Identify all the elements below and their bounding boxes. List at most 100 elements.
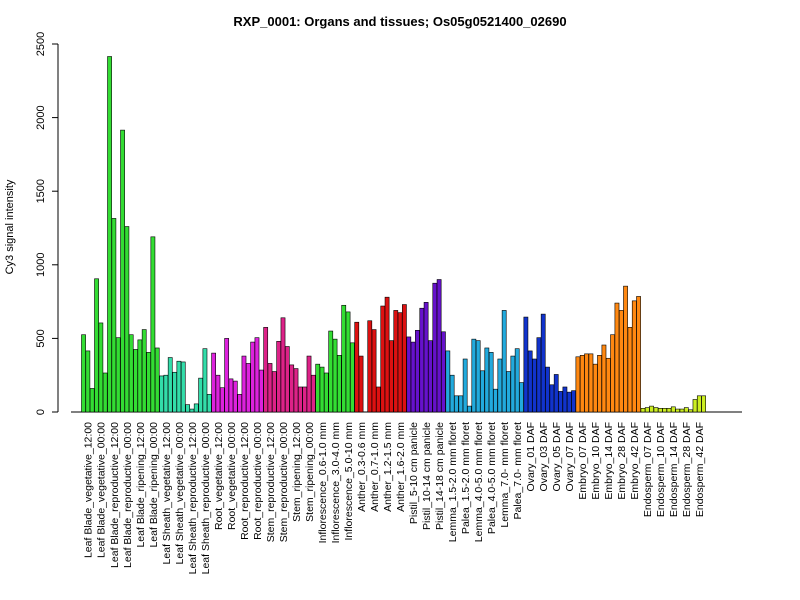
bar [406, 336, 412, 413]
bar [81, 334, 86, 413]
category-label: Stem_ripening_12:00 [291, 422, 303, 522]
bar [458, 395, 464, 413]
bar [267, 363, 273, 413]
bar [389, 340, 394, 413]
bar [675, 408, 680, 413]
bar [410, 341, 416, 413]
category-label: Stem_reproductive_12:00 [265, 422, 277, 542]
bar [449, 374, 455, 413]
bar [488, 352, 494, 413]
bar [323, 372, 329, 413]
bar [480, 370, 485, 413]
chart-title: RXP_0001: Organs and tissues; Os05g05214… [233, 14, 566, 29]
category-label: Pistil_14-18 cm panicle [434, 422, 446, 530]
bar [666, 408, 672, 413]
bar [402, 304, 407, 413]
y-tick-label: 0 [35, 409, 47, 415]
bar [467, 405, 472, 413]
bar [367, 320, 373, 413]
bar [527, 350, 533, 413]
bar [376, 386, 381, 413]
category-label: Anther_1.6-2.0 mm [395, 422, 407, 512]
bar [345, 311, 351, 413]
bar [315, 363, 321, 413]
bar [120, 129, 125, 413]
bar [189, 408, 195, 413]
bar [354, 321, 360, 413]
bar [180, 361, 186, 413]
bar [532, 358, 537, 413]
bar [540, 313, 546, 413]
bar [441, 331, 446, 413]
category-label: Endosperm_07 DAF [642, 422, 654, 517]
bar [202, 348, 208, 413]
y-axis: 0 500 1000 1500 2000 2500 [35, 32, 59, 415]
category-label: Leaf Sheath_vegetative_12:00 [161, 422, 173, 565]
category-label: Embryo_07 DAF [577, 422, 589, 500]
bar [549, 384, 555, 413]
bar [384, 296, 390, 413]
bar [610, 334, 615, 413]
bar [536, 337, 542, 413]
category-label: Ovary_01 DAF [525, 422, 537, 491]
bar [397, 312, 403, 413]
bar [250, 341, 256, 413]
bar [592, 363, 598, 413]
bar [471, 338, 477, 413]
bar [133, 349, 138, 413]
category-label: Palea_1.5-2.0 mm floret [460, 422, 472, 534]
bar [271, 371, 277, 413]
bar [636, 296, 641, 413]
category-label: Anther_0.3-0.6 mm [356, 422, 368, 512]
bar [497, 358, 503, 413]
bar [696, 395, 702, 413]
category-label: Endosperm_28 DAF [681, 422, 693, 517]
bar [601, 344, 607, 413]
category-label: Pistil_10-14 cm panicle [421, 422, 433, 530]
bar [688, 409, 693, 413]
bar [423, 302, 429, 413]
bar [562, 386, 568, 413]
category-label: Leaf Blade_reproductive_00:00 [122, 422, 134, 568]
bar [198, 377, 203, 413]
y-tick-label: 500 [35, 329, 47, 347]
bar [163, 374, 169, 413]
bar [276, 341, 282, 413]
bar [566, 391, 572, 413]
category-label: Root_vegetative_00:00 [226, 422, 238, 530]
bar [258, 369, 264, 413]
bar [185, 404, 190, 413]
bar [506, 371, 511, 413]
bar [679, 408, 685, 413]
bar [85, 350, 91, 413]
bar [245, 363, 251, 413]
category-label: Lemma_4.0-5.0 mm floret [473, 422, 485, 542]
bar [146, 352, 151, 413]
category-label: Root_vegetative_12:00 [213, 422, 225, 530]
bar [519, 382, 524, 413]
bar [419, 307, 425, 413]
bar [454, 395, 459, 413]
category-label: Endosperm_42 DAF [694, 422, 706, 517]
category-label: Ovary_07 DAF [564, 422, 576, 491]
bar [289, 364, 295, 413]
bar [640, 408, 646, 413]
bar [284, 346, 290, 413]
bar [484, 347, 490, 413]
bar [670, 406, 676, 413]
category-label: Leaf Blade_ripening_00:00 [148, 422, 160, 548]
y-tick-label: 1000 [35, 253, 47, 277]
bar [432, 282, 438, 413]
category-labels: Leaf Blade_vegetative_12:00 Leaf Blade_ve… [83, 422, 706, 575]
bar [228, 378, 234, 413]
y-axis-label: Cy3 signal intensity [4, 179, 16, 274]
bar [241, 355, 247, 413]
bar [115, 337, 121, 413]
bar [172, 371, 177, 413]
bar [571, 390, 576, 413]
bar [618, 310, 624, 413]
bar [428, 340, 433, 413]
bar [475, 340, 481, 413]
category-label: Leaf Blade_reproductive_12:00 [109, 422, 121, 568]
